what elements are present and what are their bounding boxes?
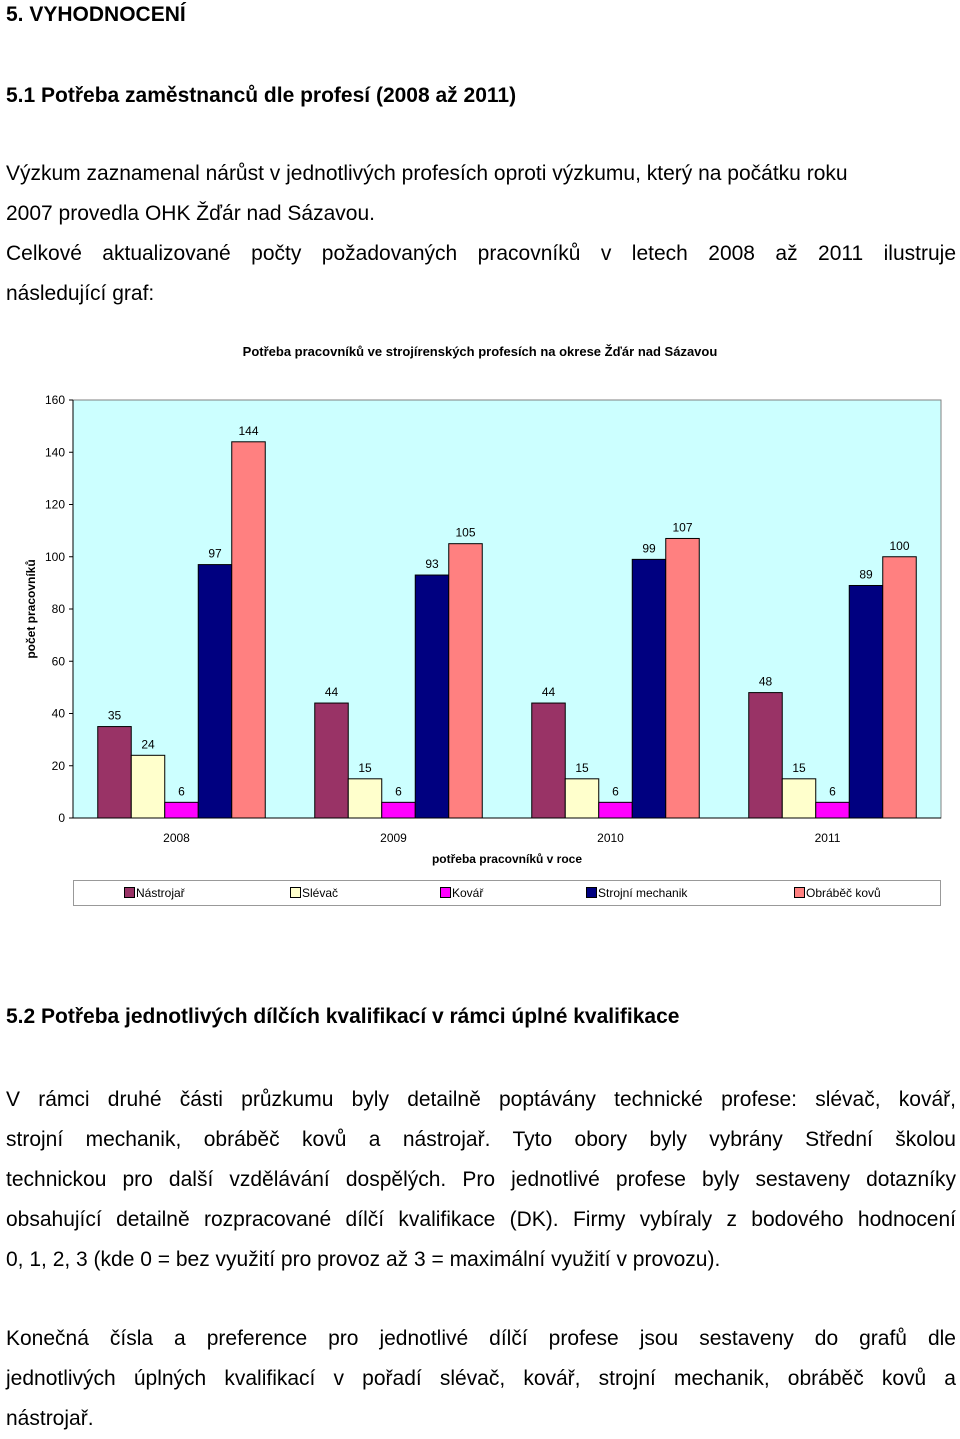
- data-label: 105: [455, 526, 475, 540]
- bar: [665, 537, 700, 819]
- chart-legend: Nástrojař Slévač Kovář Strojní mechanik Obrá…: [73, 880, 941, 906]
- data-label: 15: [792, 761, 806, 775]
- bar: [564, 778, 600, 819]
- y-tick-label: 160: [45, 393, 65, 407]
- bar: [531, 702, 566, 819]
- data-label: 48: [759, 675, 773, 689]
- legend-label: Strojní mechanik: [598, 886, 688, 900]
- chart-title: Potřeba pracovníků ve strojírenských pro…: [243, 344, 718, 359]
- y-tick-label: 0: [58, 811, 65, 825]
- section-heading: 5. VYHODNOCENÍ: [6, 3, 186, 26]
- data-label: 144: [238, 424, 258, 438]
- subsection-heading-5-2: 5.2 Potřeba jednotlivých dílčích kvalifi…: [6, 1005, 680, 1028]
- x-tick-label: 2011: [815, 831, 841, 845]
- bar: [781, 778, 817, 819]
- text-line: 2007 provedla OHK Žďár nad Sázavou.: [6, 202, 375, 225]
- legend-swatch: [124, 887, 135, 898]
- legend-swatch: [290, 887, 301, 898]
- text-line: 0, 1, 2, 3 (kde 0 = bez využití pro prov…: [6, 1248, 721, 1271]
- bar-chart: Potřeba pracovníků ve strojírenských pro…: [24, 344, 942, 866]
- bar: [815, 801, 850, 819]
- data-label: 97: [208, 547, 222, 561]
- bar: [231, 441, 266, 819]
- text-line: Výzkum zaznamenal nárůst v jednotlivých …: [6, 162, 848, 185]
- data-label: 107: [672, 520, 692, 534]
- data-label: 35: [108, 709, 122, 723]
- data-label: 100: [889, 539, 909, 553]
- text-line: obsahující detailně rozpracované dílčí k…: [6, 1208, 956, 1231]
- y-tick-label: 140: [45, 445, 65, 459]
- data-label: 93: [425, 557, 439, 571]
- bar: [748, 692, 783, 819]
- legend-label: Nástrojař: [136, 886, 185, 900]
- text-line: následující graf:: [6, 282, 155, 305]
- y-tick-label: 20: [52, 759, 66, 773]
- data-label: 15: [575, 761, 589, 775]
- y-tick-label: 80: [52, 602, 66, 616]
- legend-label: Kovář: [452, 886, 484, 900]
- bar: [197, 564, 233, 819]
- bar: [448, 543, 483, 819]
- bar: [381, 801, 416, 819]
- intro-paragraph: Výzkum zaznamenal nárůst v jednotlivých …: [6, 154, 956, 234]
- x-axis-label: potřeba pracovníků v roce: [432, 852, 582, 866]
- legend-swatch: [794, 887, 805, 898]
- y-tick-label: 40: [52, 707, 66, 721]
- data-label: 6: [612, 784, 619, 798]
- x-tick-label: 2008: [163, 831, 190, 845]
- bar: [97, 726, 132, 819]
- legend-swatch: [586, 887, 597, 898]
- data-label: 44: [542, 685, 556, 699]
- chart-intro-paragraph: Celkové aktualizované počty požadovaných…: [6, 234, 956, 314]
- y-tick-label: 120: [45, 498, 65, 512]
- subsection-heading-5-1: 5.1 Potřeba zaměstnanců dle profesí (200…: [6, 84, 517, 107]
- bar: [598, 801, 633, 819]
- bar: [314, 702, 349, 819]
- text-line: nástrojař.: [6, 1407, 94, 1430]
- bar: [882, 556, 917, 819]
- data-label: 89: [859, 567, 873, 581]
- bar: [164, 801, 199, 819]
- results-paragraph: Konečná čísla a preference pro jednotliv…: [6, 1319, 956, 1439]
- data-label: 24: [141, 737, 155, 751]
- data-label: 6: [178, 784, 185, 798]
- text-line: strojní mechanik, obráběč kovů a nástroj…: [6, 1128, 956, 1151]
- text-line: technickou pro další vzdělávání dospělýc…: [6, 1168, 956, 1191]
- text-line: Konečná čísla a preference pro jednotliv…: [6, 1327, 956, 1350]
- text-line: jednotlivých úplných kvalifikací v pořad…: [6, 1367, 956, 1390]
- bar: [347, 778, 383, 819]
- bar: [848, 584, 884, 819]
- data-label: 6: [829, 784, 836, 798]
- bar: [631, 558, 667, 819]
- legend-swatch: [440, 887, 451, 898]
- x-tick-label: 2009: [380, 831, 407, 845]
- text-line: Celkové aktualizované počty požadovaných…: [6, 242, 956, 265]
- x-tick-label: 2010: [597, 831, 624, 845]
- survey-paragraph: V rámci druhé části průzkumu byly detail…: [6, 1080, 956, 1280]
- bar: [130, 754, 166, 819]
- y-tick-label: 60: [52, 654, 66, 668]
- data-label: 44: [325, 685, 339, 699]
- bar: [414, 574, 450, 819]
- legend-label: Obráběč kovů: [806, 886, 881, 900]
- data-label: 99: [642, 541, 656, 555]
- y-tick-label: 100: [45, 550, 65, 564]
- data-label: 15: [358, 761, 372, 775]
- y-axis-label: počet pracovníků: [24, 559, 38, 658]
- legend-label: Slévač: [302, 886, 339, 900]
- text-line: V rámci druhé části průzkumu byly detail…: [6, 1088, 956, 1111]
- data-label: 6: [395, 784, 402, 798]
